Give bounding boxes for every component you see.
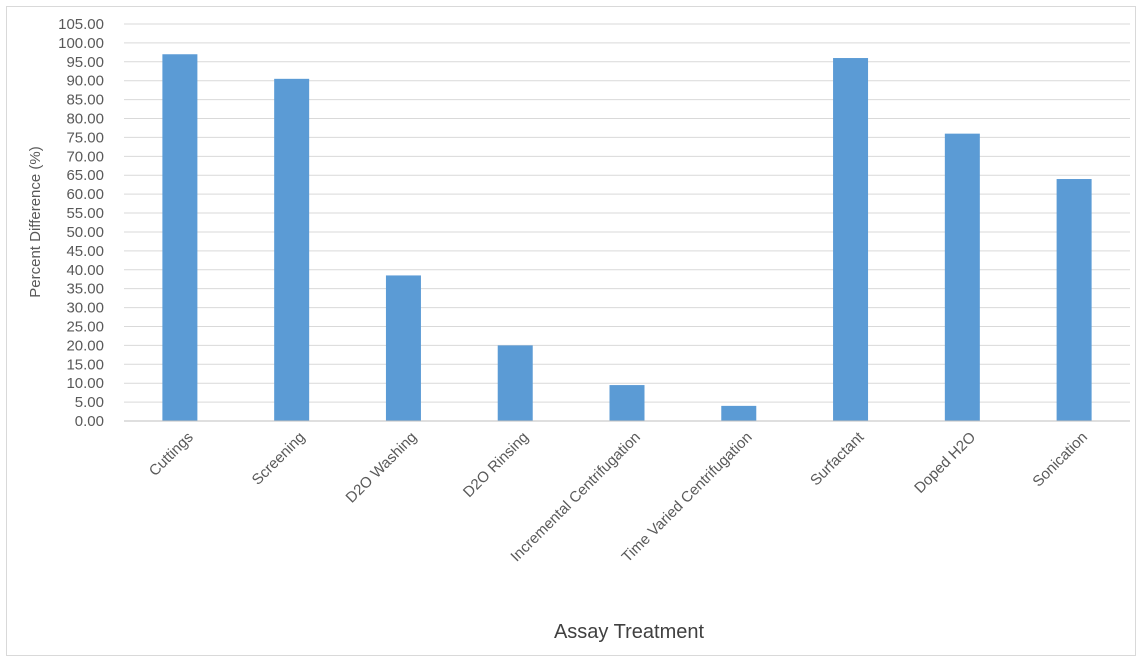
bar-doped-h2o: [944, 133, 980, 421]
bar-cuttings: [162, 54, 198, 421]
x-category-label: Surfactant: [807, 428, 868, 489]
y-tick-label: 105.00: [58, 16, 104, 33]
y-tick-label: 35.00: [66, 281, 104, 298]
bar-incremental-centrifugation: [609, 385, 645, 421]
y-tick-label: 80.00: [66, 111, 104, 128]
x-category-label: Sonication: [1029, 429, 1091, 491]
y-tick-label: 5.00: [75, 394, 104, 411]
bar-screening: [274, 78, 310, 422]
y-tick-label: 15.00: [66, 356, 104, 373]
y-tick-label: 25.00: [66, 318, 104, 335]
y-tick-label: 60.00: [66, 186, 104, 203]
y-tick-label: 90.00: [66, 73, 104, 90]
y-tick-label: 95.00: [66, 54, 104, 71]
x-category-label: D2O Rinsing: [460, 429, 532, 501]
y-tick-label: 20.00: [66, 337, 104, 354]
x-category-label: Time Varied Centrifugation: [619, 429, 756, 566]
y-tick-label: 45.00: [66, 243, 104, 260]
y-tick-label: 40.00: [66, 262, 104, 279]
y-tick-label: 10.00: [66, 375, 104, 392]
bar-sonication: [1056, 179, 1092, 421]
y-tick-label: 70.00: [66, 148, 104, 165]
bar-d2o-rinsing: [497, 345, 533, 421]
y-tick-label: 55.00: [66, 205, 104, 222]
y-tick-label: 75.00: [66, 129, 104, 146]
bars: [162, 54, 1092, 422]
y-tick-label: 65.00: [66, 167, 104, 184]
bar-time-varied-centrifugation: [721, 405, 757, 421]
x-category-label: Incremental Centrifugation: [507, 429, 643, 565]
x-category-label: Doped H2O: [911, 429, 979, 497]
bar-d2o-washing: [385, 275, 421, 421]
x-category-label: Cuttings: [146, 429, 197, 480]
x-category-label: D2O Washing: [343, 429, 421, 507]
bar-surfactant: [833, 58, 869, 422]
x-category-label: Screening: [249, 429, 309, 489]
y-tick-label: 50.00: [66, 224, 104, 241]
y-tick-label: 0.00: [75, 413, 104, 430]
y-tick-label: 85.00: [66, 92, 104, 109]
y-axis-title: Percent Difference (%): [27, 146, 44, 297]
x-axis-categories: Cuttings Screening D2O Washing D2O RinsingI…: [146, 428, 1091, 566]
x-axis-title: Assay Treatment: [554, 621, 705, 643]
y-tick-label: 30.00: [66, 300, 104, 317]
y-tick-label: 100.00: [58, 35, 104, 52]
